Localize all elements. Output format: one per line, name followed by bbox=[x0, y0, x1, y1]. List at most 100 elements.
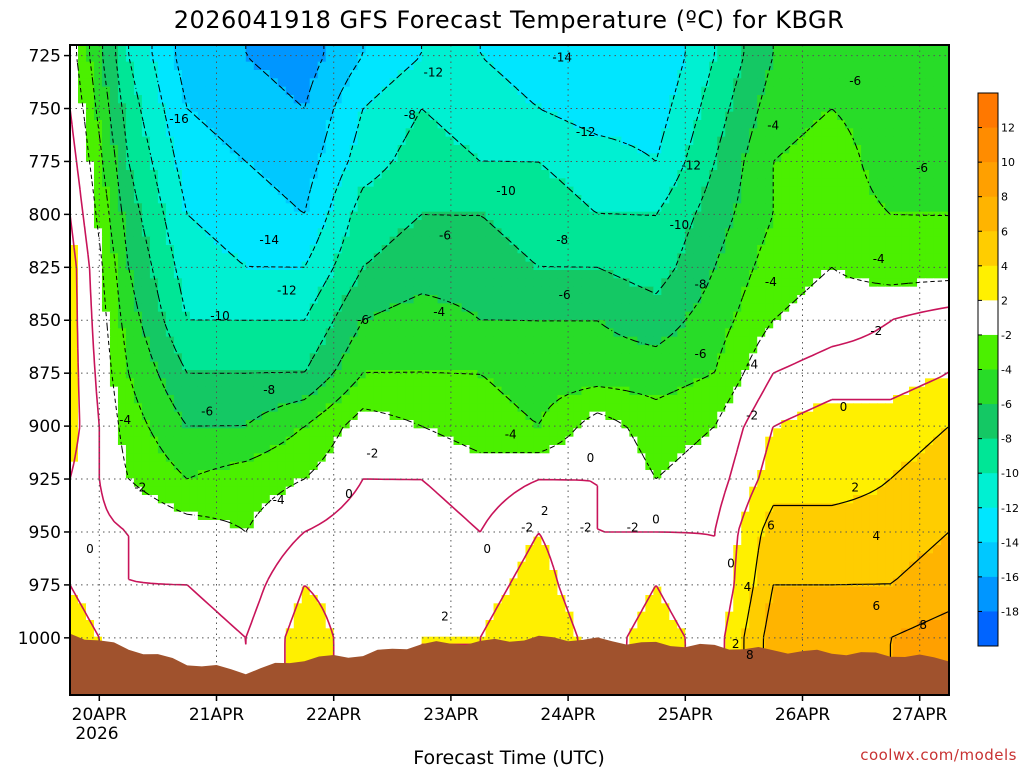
temperature-cell bbox=[349, 53, 359, 63]
temperature-cell bbox=[70, 403, 79, 413]
temperature-cell bbox=[557, 328, 567, 338]
temperature-cell bbox=[333, 236, 343, 246]
temperature-cell bbox=[141, 78, 151, 88]
temperature-cell bbox=[85, 111, 95, 121]
temperature-cell bbox=[317, 253, 327, 263]
temperature-cell bbox=[141, 270, 151, 279]
temperature-cell bbox=[549, 278, 559, 288]
temperature-cell bbox=[77, 420, 87, 429]
temperature-cell bbox=[773, 361, 782, 371]
temperature-cell bbox=[93, 361, 103, 371]
temperature-cell bbox=[149, 178, 159, 188]
temperature-cell bbox=[237, 345, 247, 354]
temperature-cell bbox=[509, 186, 519, 196]
temperature-cell bbox=[109, 220, 119, 229]
temperature-cell bbox=[173, 320, 183, 329]
temperature-cell bbox=[77, 153, 87, 163]
temperature-cell bbox=[133, 203, 143, 213]
temperature-cell bbox=[301, 103, 311, 113]
temperature-cell bbox=[573, 378, 583, 388]
temperature-cell bbox=[941, 161, 949, 171]
temperature-cell bbox=[461, 70, 471, 79]
temperature-cell bbox=[70, 45, 79, 54]
temperature-cell bbox=[885, 220, 894, 229]
temperature-cell bbox=[349, 86, 359, 96]
temperature-cell bbox=[781, 295, 790, 304]
temperature-cell bbox=[805, 328, 814, 338]
temperature-cell bbox=[205, 228, 215, 238]
temperature-cell bbox=[845, 311, 854, 321]
temperature-cell bbox=[141, 311, 151, 321]
temperature-cell bbox=[597, 186, 606, 196]
temperature-cell bbox=[357, 295, 367, 304]
temperature-cell bbox=[613, 220, 622, 229]
temperature-cell bbox=[117, 420, 127, 429]
temperature-cell bbox=[821, 103, 830, 113]
temperature-cell bbox=[597, 286, 606, 296]
temperature-cell bbox=[309, 253, 319, 263]
temperature-cell bbox=[909, 78, 918, 88]
temperature-cell bbox=[541, 195, 551, 204]
temperature-cell bbox=[661, 245, 670, 254]
temperature-cell bbox=[725, 328, 734, 338]
temperature-cell bbox=[645, 270, 654, 279]
temperature-cell bbox=[469, 178, 479, 188]
temperature-cell bbox=[277, 161, 287, 171]
temperature-cell bbox=[133, 270, 143, 279]
temperature-cell bbox=[109, 61, 119, 71]
temperature-cell bbox=[101, 278, 111, 288]
temperature-cell bbox=[621, 403, 630, 413]
temperature-cell bbox=[469, 253, 479, 263]
temperature-cell bbox=[109, 278, 119, 288]
temperature-cell bbox=[797, 78, 806, 88]
temperature-cell bbox=[861, 403, 870, 413]
temperature-cell bbox=[661, 45, 670, 54]
temperature-cell bbox=[629, 86, 638, 96]
temperature-cell bbox=[837, 353, 846, 363]
temperature-cell bbox=[837, 295, 846, 304]
temperature-cell bbox=[941, 220, 949, 229]
temperature-cell bbox=[901, 303, 910, 313]
temperature-cell bbox=[581, 336, 591, 346]
temperature-cell bbox=[373, 70, 383, 79]
temperature-cell bbox=[141, 345, 151, 354]
temperature-cell bbox=[245, 253, 255, 263]
temperature-cell bbox=[845, 295, 854, 304]
temperature-cell bbox=[269, 295, 279, 304]
temperature-cell bbox=[885, 78, 894, 88]
temperature-cell bbox=[493, 61, 503, 71]
temperature-cell bbox=[925, 395, 934, 404]
temperature-cell bbox=[261, 170, 271, 179]
temperature-cell bbox=[565, 336, 575, 346]
temperature-cell bbox=[909, 378, 918, 388]
temperature-cell bbox=[917, 353, 926, 363]
temperature-cell bbox=[101, 178, 111, 188]
temperature-cell bbox=[845, 253, 854, 263]
temperature-cell bbox=[533, 236, 543, 246]
temperature-cell bbox=[549, 245, 559, 254]
temperature-cell bbox=[757, 136, 766, 146]
temperature-cell bbox=[709, 186, 718, 196]
temperature-cell bbox=[677, 170, 686, 179]
temperature-cell bbox=[893, 353, 902, 363]
temperature-cell bbox=[765, 395, 774, 404]
temperature-cell bbox=[125, 245, 135, 254]
temperature-cell bbox=[397, 111, 407, 121]
temperature-cell bbox=[773, 378, 782, 388]
temperature-cell bbox=[469, 145, 479, 154]
temperature-cell bbox=[581, 370, 591, 379]
temperature-cell bbox=[741, 103, 750, 113]
temperature-cell bbox=[613, 253, 622, 263]
temperature-cell bbox=[877, 70, 886, 79]
temperature-cell bbox=[293, 203, 303, 213]
temperature-cell bbox=[517, 78, 527, 88]
temperature-cell bbox=[837, 111, 846, 121]
temperature-cell bbox=[349, 411, 359, 421]
temperature-cell bbox=[885, 95, 894, 104]
temperature-cell bbox=[381, 111, 391, 121]
temperature-cell bbox=[685, 395, 694, 404]
temperature-cell bbox=[901, 345, 910, 354]
temperature-cell bbox=[333, 420, 343, 429]
temperature-cell bbox=[597, 361, 606, 371]
temperature-cell bbox=[197, 378, 207, 388]
